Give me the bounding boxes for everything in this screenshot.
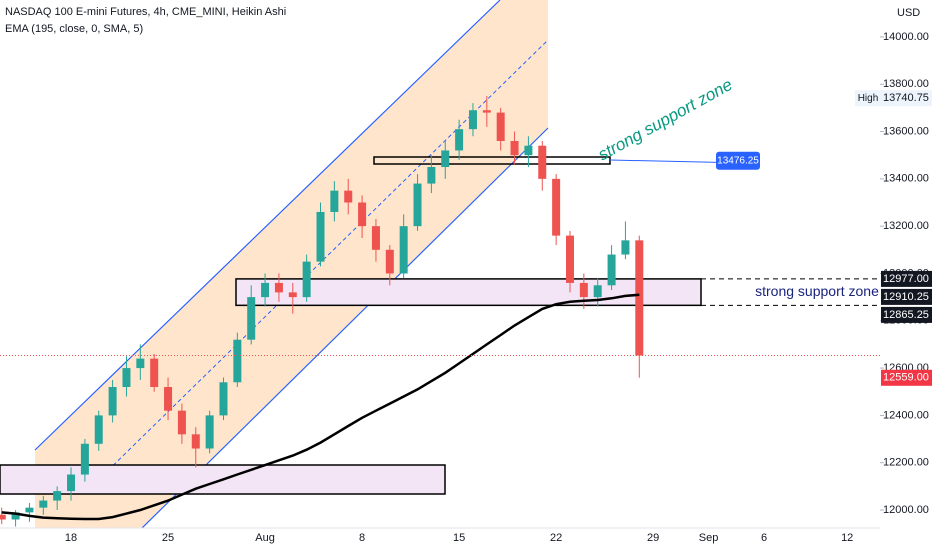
y-tick-label: 13800.00: [883, 78, 929, 90]
ema-line: [1, 293, 640, 521]
x-tick-label: 18: [65, 532, 77, 544]
candle-body: [482, 110, 491, 113]
candle-body: [80, 443, 89, 475]
candle-body: [108, 387, 117, 416]
x-tick-label: 8: [359, 532, 365, 544]
high-box: [855, 90, 932, 107]
candle-body: [0, 514, 6, 520]
candle-body: [274, 282, 283, 293]
level-label: 12910.25: [883, 291, 929, 303]
candle-body: [510, 140, 519, 156]
level-label: 12977.00: [883, 273, 929, 285]
x-tick-label: Sep: [699, 532, 719, 544]
indicator-name: EMA (195, close, 0, SMA, 5): [5, 23, 143, 35]
candle-body: [150, 358, 159, 388]
candle-body: [607, 254, 616, 286]
target-label: 13476.25: [717, 155, 759, 166]
series-layer: [0, 96, 880, 527]
candle-body: [122, 368, 131, 388]
candle-body: [371, 226, 380, 250]
y-tick-label: 13200.00: [883, 220, 929, 232]
y-tick-label: 12000.00: [883, 504, 929, 516]
candle-body: [219, 382, 228, 416]
y-tick-label: 12200.00: [883, 457, 929, 469]
candle-body: [25, 507, 34, 513]
x-tick-label: Aug: [255, 532, 275, 544]
candle-body: [11, 512, 20, 520]
candle-body: [399, 226, 408, 274]
channel-upper: [34, 0, 501, 451]
y-tick-label: 13400.00: [883, 173, 929, 185]
y-tick-label: 14000.00: [883, 31, 929, 43]
support-zone: [235, 278, 702, 307]
x-tick-label: 25: [162, 532, 174, 544]
currency: USD: [897, 7, 920, 19]
y-tick-label: 13600.00: [883, 125, 929, 137]
candle-body: [427, 167, 436, 184]
target-line: [609, 159, 736, 164]
level-box: [881, 270, 932, 287]
candle-body: [455, 129, 464, 151]
candle-body: [247, 297, 256, 340]
candle-body: [579, 282, 588, 298]
candle-body: [67, 474, 76, 492]
x-tick-label: 29: [647, 532, 659, 544]
level-box: [881, 306, 932, 323]
x-tick-label: 22: [550, 532, 562, 544]
y-tick-label: 12400.00: [883, 409, 929, 421]
candle-body: [233, 339, 242, 383]
candle-body: [385, 249, 394, 274]
level-box: [881, 288, 932, 305]
high-text: High: [858, 93, 879, 104]
candle-body: [288, 292, 297, 298]
candle-body: [358, 202, 367, 227]
level-label: 12865.25: [883, 309, 929, 321]
candle-body: [538, 145, 547, 179]
candle-body: [565, 235, 574, 283]
candle-body: [413, 183, 422, 227]
candle-body: [261, 282, 270, 298]
last-price-box: [881, 369, 932, 386]
candle-body: [136, 358, 145, 369]
candle-body: [344, 190, 353, 203]
x-tick-label: 15: [453, 532, 465, 544]
candle-body: [468, 110, 477, 130]
candle-body: [94, 415, 103, 444]
zone-layer: [235, 159, 880, 307]
channel-lower: [141, 127, 549, 528]
candle-body: [593, 285, 602, 298]
candle-body: [635, 240, 644, 356]
candle-body: [441, 150, 450, 168]
candle-body: [177, 410, 186, 435]
candle-body: [552, 178, 561, 236]
annotation: strong support zone: [595, 75, 736, 164]
candle-body: [191, 434, 200, 449]
candle-body: [302, 261, 311, 298]
candle-body: [205, 415, 214, 449]
channel-mid: [87, 39, 549, 491]
last-price-label: 12559.00: [883, 372, 929, 384]
candle-body: [164, 387, 173, 411]
channel-fill: [35, 0, 548, 528]
target-box: [716, 151, 760, 170]
annotation: strong support zone: [755, 283, 879, 299]
candle-body: [496, 112, 505, 141]
high-value: 13740.75: [883, 92, 929, 104]
candle-body: [524, 145, 533, 156]
x-tick-label: 12: [841, 532, 853, 544]
candle-body: [39, 500, 48, 508]
chart-title: NASDAQ 100 E-mini Futures, 4h, CME_MINI,…: [5, 6, 286, 18]
candle-body: [330, 190, 339, 212]
candle-body: [53, 491, 62, 501]
candle-body: [621, 240, 630, 255]
x-tick-label: 6: [761, 532, 767, 544]
candle-body: [316, 211, 325, 262]
